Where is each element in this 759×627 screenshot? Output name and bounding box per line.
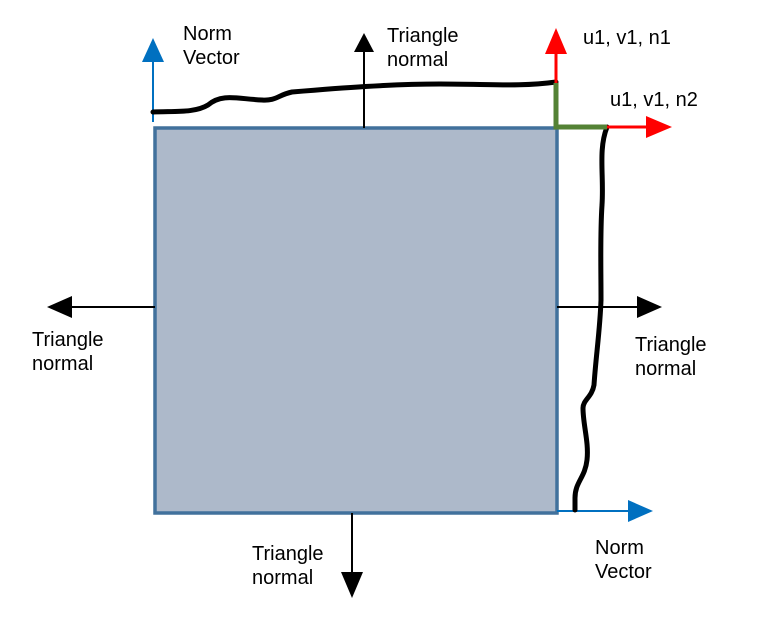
corner-elbow-connector <box>553 83 607 130</box>
triangle-normal-bottom-arrow <box>341 513 363 598</box>
triangle-normal-bottom-label-line1: Triangle <box>252 543 324 565</box>
norm-vector-bottom-arrow <box>557 500 653 522</box>
norm-vector-top-label-line2: Vector <box>183 47 240 69</box>
triangle-normal-left-label-line2: normal <box>32 353 94 375</box>
triangle-normal-right-label-line2: normal <box>635 358 697 380</box>
triangle-normal-left-label-line1: Triangle <box>32 329 104 351</box>
triangle-normal-left-label: Triangle normal <box>32 328 104 376</box>
triangle-normal-left-arrow <box>47 296 155 318</box>
triangle-normal-bottom-label: Triangle normal <box>252 542 324 590</box>
norm-vector-top-label-line1: Norm <box>183 23 232 45</box>
triangle-normal-bottom-label-line2: normal <box>252 567 314 589</box>
corner-n2-label: u1, v1, n2 <box>610 89 698 111</box>
corner-n1-arrow <box>545 28 567 83</box>
right-edge-curve <box>572 124 610 513</box>
square-face <box>153 126 559 515</box>
norm-vector-bottom-label-line1: Norm <box>595 537 644 559</box>
triangle-normal-top-arrow <box>354 33 374 128</box>
norm-vector-bottom-label-line2: Vector <box>595 561 652 583</box>
corner-n2-arrow <box>607 116 672 138</box>
triangle-normal-top-label-line2: normal <box>387 49 449 71</box>
norm-vector-bottom-label: Norm Vector <box>595 536 652 584</box>
triangle-normal-right-label: Triangle normal <box>635 333 707 381</box>
triangle-normal-right-label-line1: Triangle <box>635 334 707 356</box>
top-edge-curve <box>150 79 559 115</box>
norm-vector-top-label: Norm Vector <box>183 22 240 70</box>
triangle-normal-top-label: Triangle normal <box>387 24 459 72</box>
triangle-normal-top-label-line1: Triangle <box>387 25 459 47</box>
triangle-normal-right-arrow <box>557 296 662 318</box>
corner-n1-label: u1, v1, n1 <box>583 27 671 49</box>
